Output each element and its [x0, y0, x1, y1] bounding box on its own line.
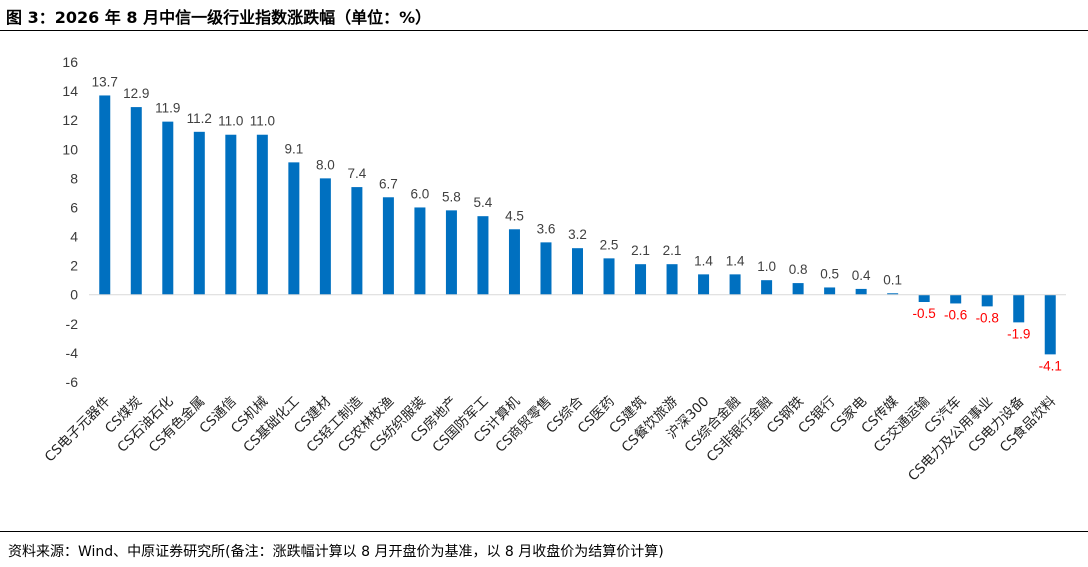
bar	[288, 162, 300, 295]
data-label: 6.7	[379, 176, 398, 191]
data-label: 11.2	[187, 111, 212, 126]
data-label: 3.2	[568, 227, 587, 242]
data-label: 2.1	[663, 243, 682, 258]
bar	[761, 280, 773, 295]
bar	[981, 294, 993, 307]
bar	[193, 131, 205, 295]
bar	[130, 107, 142, 295]
data-label: -0.6	[944, 307, 967, 322]
bar	[792, 283, 804, 295]
data-label: 8.0	[316, 157, 335, 172]
bar	[887, 293, 899, 295]
y-tick-label: 14	[62, 83, 78, 99]
bar	[225, 134, 237, 295]
bottom-rule	[0, 531, 1088, 532]
data-label: 13.7	[92, 74, 118, 89]
bar	[824, 287, 836, 295]
bar	[540, 242, 552, 295]
bar	[508, 229, 520, 295]
bar	[855, 288, 867, 295]
bar	[256, 134, 268, 295]
data-label: -0.8	[976, 310, 999, 325]
data-label: 1.4	[694, 253, 713, 268]
y-tick-label: 10	[62, 141, 78, 157]
data-label: 6.0	[411, 186, 430, 201]
data-label: 2.5	[600, 237, 619, 252]
bar	[603, 258, 615, 295]
y-tick-label: 4	[70, 229, 78, 245]
y-tick-label: 12	[62, 112, 78, 128]
bar	[698, 274, 710, 295]
data-label: 0.5	[820, 266, 839, 281]
bar	[319, 178, 331, 295]
data-label: -0.5	[913, 306, 936, 321]
y-tick-label: -2	[66, 316, 79, 332]
y-tick-label: 0	[70, 287, 78, 303]
data-label: 3.6	[537, 221, 556, 236]
data-label: 0.4	[852, 268, 871, 283]
source-note: 资料来源：Wind、中原证券研究所(备注：涨跌幅计算以 8 月开盘价为基准，以 …	[8, 544, 664, 560]
data-label: 1.4	[726, 253, 745, 268]
bar	[351, 187, 363, 295]
y-tick-label: -6	[66, 374, 79, 390]
y-tick-label: 6	[70, 199, 78, 215]
data-label: 11.9	[155, 101, 180, 116]
bar	[635, 264, 647, 295]
data-label: -1.9	[1007, 326, 1030, 341]
y-tick-label: -4	[66, 345, 79, 361]
bar	[382, 197, 394, 295]
data-label: 9.1	[284, 141, 303, 156]
y-tick-label: 2	[70, 258, 78, 274]
data-label: 11.0	[218, 114, 243, 129]
top-rule	[0, 30, 1088, 31]
y-axis: 16 14 12 10 8 6 4 2 0 -2 -4 -6	[62, 54, 78, 390]
bar	[729, 274, 741, 295]
data-label: 1.0	[757, 259, 776, 274]
bar	[1044, 294, 1056, 355]
y-tick-label: 16	[62, 54, 78, 70]
bar	[414, 207, 426, 295]
data-label: 5.8	[442, 189, 461, 204]
bar	[950, 294, 962, 304]
data-label: 12.9	[123, 86, 149, 101]
data-label: 0.8	[789, 262, 808, 277]
data-label: 7.4	[347, 166, 366, 181]
bar	[445, 210, 457, 295]
data-label: 11.0	[250, 114, 275, 129]
category-label: CS电子元器件	[42, 394, 114, 466]
x-axis: CS电子元器件CS煤炭CS石油石化CS有色金属CS通信CS机械CS基础化工CS建…	[42, 392, 1060, 484]
bar-series	[99, 95, 1056, 355]
bar	[666, 264, 678, 295]
bar	[1013, 294, 1025, 323]
data-label: 4.5	[505, 208, 524, 223]
bar	[477, 216, 489, 295]
data-label: -4.1	[1039, 358, 1062, 373]
figure-title: 图 3：2026 年 8 月中信一级行业指数涨跌幅（单位：%）	[6, 8, 432, 27]
bar	[572, 248, 583, 295]
data-label: 0.1	[883, 272, 902, 287]
data-label: 5.4	[474, 195, 493, 210]
data-label: 2.1	[631, 243, 650, 258]
data-labels: 13.7 12.9 11.9 11.2 11.0 11.0 9.1 8.0 7.4 6.7 6.0 5…	[92, 74, 1062, 373]
y-tick-label: 8	[70, 170, 78, 186]
bar-chart: 16 14 12 10 8 6 4 2 0 -2 -4 -6 13.7 12.9 11.9 11.2 11.0…	[42, 54, 1066, 484]
bar	[99, 95, 111, 295]
bar	[162, 121, 174, 295]
bar	[918, 294, 930, 302]
